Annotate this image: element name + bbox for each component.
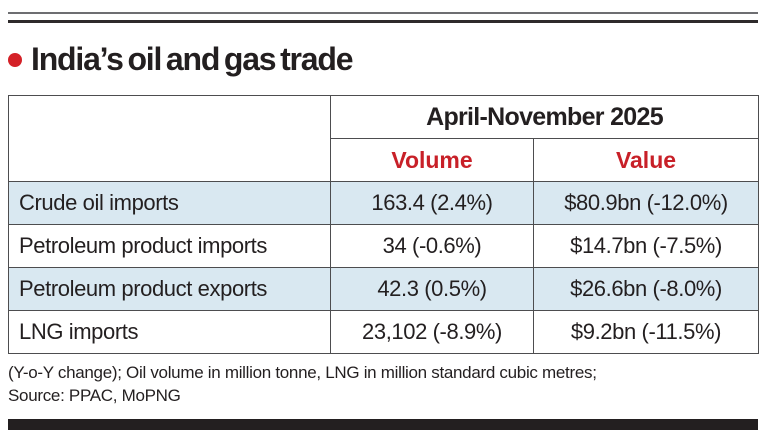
row-value-cell: $14.7bn (-7.5%) bbox=[533, 224, 759, 268]
row-volume-cell: 42.3 (0.5%) bbox=[330, 267, 534, 311]
row-volume-cell: 163.4 (2.4%) bbox=[330, 181, 534, 225]
trade-table: April-November 2025 Volume Value Crude o… bbox=[8, 95, 759, 354]
table-row-crude-oil-imports: Crude oil imports 163.4 (2.4%) $80.9bn (… bbox=[8, 181, 759, 225]
column-header-volume: Volume bbox=[330, 138, 534, 182]
row-value-cell: $9.2bn (-11.5%) bbox=[533, 310, 759, 354]
row-volume-cell: 23,102 (-8.9%) bbox=[330, 310, 534, 354]
footnote-line1: (Y-o-Y change); Oil volume in million to… bbox=[8, 363, 597, 382]
top-rule-thin bbox=[8, 12, 758, 14]
title-block: India’s oil and gas trade bbox=[8, 41, 354, 77]
column-header-row: Volume Value bbox=[9, 138, 759, 182]
row-value-cell: $26.6bn (-8.0%) bbox=[533, 267, 759, 311]
page-title: India’s oil and gas trade bbox=[31, 41, 354, 77]
row-label: Petroleum product imports bbox=[8, 224, 331, 268]
row-label: Crude oil imports bbox=[8, 181, 331, 225]
bottom-rule bbox=[8, 419, 758, 430]
column-header-value: Value bbox=[533, 138, 759, 182]
table-row-petroleum-product-exports: Petroleum product exports 42.3 (0.5%) $2… bbox=[8, 267, 759, 311]
table-row-lng-imports: LNG imports 23,102 (-8.9%) $9.2bn (-11.5… bbox=[8, 310, 759, 354]
row-label: Petroleum product exports bbox=[8, 267, 331, 311]
period-header-row: April-November 2025 bbox=[8, 95, 759, 182]
footnote-source: Source: PPAC, MoPNG bbox=[8, 386, 181, 405]
red-bullet-icon bbox=[8, 52, 22, 67]
row-volume-cell: 34 (-0.6%) bbox=[330, 224, 534, 268]
period-header: April-November 2025 bbox=[330, 95, 759, 139]
footnote: (Y-o-Y change); Oil volume in million to… bbox=[8, 361, 758, 407]
table-row-petroleum-product-imports: Petroleum product imports 34 (-0.6%) $14… bbox=[8, 224, 759, 268]
empty-corner-cell bbox=[8, 95, 331, 182]
row-value-cell: $80.9bn (-12.0%) bbox=[533, 181, 759, 225]
top-rule-thick bbox=[8, 20, 758, 23]
row-label: LNG imports bbox=[8, 310, 331, 354]
